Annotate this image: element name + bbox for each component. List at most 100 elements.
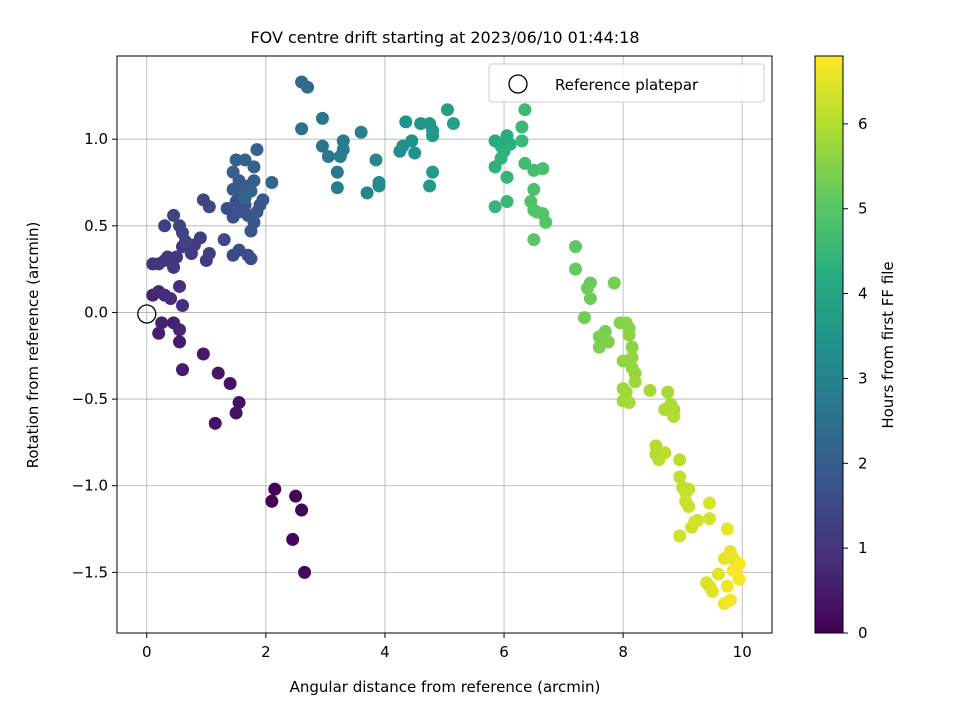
scatter-point bbox=[569, 240, 582, 254]
scatter-point bbox=[265, 494, 279, 508]
scatter-point bbox=[720, 522, 734, 536]
scatter-point bbox=[167, 260, 181, 274]
scatter-point bbox=[601, 335, 615, 349]
scatter-point bbox=[226, 165, 240, 179]
scatter-point bbox=[622, 328, 636, 342]
reference-platepar-marker bbox=[137, 304, 157, 324]
x-axis-label: Angular distance from reference (arcmin) bbox=[290, 678, 601, 696]
scatter-point bbox=[330, 165, 344, 179]
scatter-point bbox=[167, 208, 181, 222]
scatter-point bbox=[446, 117, 460, 131]
x-tick-label: 4 bbox=[380, 643, 390, 661]
scatter-point bbox=[726, 564, 740, 578]
scatter-point bbox=[569, 262, 582, 276]
y-tick-label: 1.0 bbox=[84, 130, 108, 148]
colorbar bbox=[814, 55, 844, 634]
scatter-point bbox=[518, 103, 532, 117]
plot-frame bbox=[116, 55, 773, 634]
legend-marker bbox=[508, 74, 528, 94]
scatter-point bbox=[536, 162, 550, 176]
scatter-point bbox=[426, 129, 440, 143]
scatter-point bbox=[372, 175, 386, 189]
scatter-point bbox=[408, 146, 422, 160]
scatter-point bbox=[500, 195, 514, 209]
scatter-point bbox=[161, 250, 175, 264]
scatter-point bbox=[405, 134, 419, 148]
scatter-point bbox=[494, 151, 508, 165]
scatter-point bbox=[315, 139, 329, 153]
scatter-point bbox=[515, 134, 529, 148]
y-axis-ticks: −1.5 −1.0 −0.5 0.0 0.5 1.0 bbox=[72, 130, 117, 581]
scatter-point bbox=[682, 482, 696, 496]
scatter-point bbox=[723, 593, 737, 607]
scatter-point bbox=[661, 385, 675, 399]
scatter-point bbox=[500, 170, 514, 184]
scatter-point bbox=[628, 375, 642, 389]
scatter-point bbox=[208, 416, 222, 430]
scatter-point bbox=[399, 115, 413, 129]
legend: Reference platepar bbox=[488, 63, 765, 103]
scatter-point bbox=[170, 250, 184, 264]
scatter-point bbox=[229, 406, 243, 420]
colorbar-label: Hours from first FF file bbox=[879, 261, 897, 428]
scatter-point bbox=[244, 252, 258, 266]
scatter-point bbox=[301, 80, 315, 94]
colorbar-tick-label: 3 bbox=[858, 369, 868, 387]
scatter-point bbox=[336, 134, 350, 148]
x-tick-label: 0 bbox=[142, 643, 152, 661]
scatter-point bbox=[691, 513, 705, 527]
scatter-point bbox=[256, 193, 270, 207]
scatter-point bbox=[682, 500, 696, 514]
colorbar-tick-label: 0 bbox=[858, 624, 868, 642]
scatter-point bbox=[643, 383, 657, 397]
scatter-point bbox=[155, 316, 169, 330]
scatter-point bbox=[315, 111, 329, 125]
scatter-point bbox=[527, 233, 541, 247]
colorbar-tick-label: 6 bbox=[858, 115, 868, 133]
scatter-point bbox=[173, 335, 187, 349]
scatter-point bbox=[229, 153, 243, 167]
colorbar-tick-label: 5 bbox=[858, 200, 868, 218]
scatter-point bbox=[295, 503, 309, 517]
scatter-point bbox=[673, 453, 687, 467]
scatter-point bbox=[250, 143, 264, 157]
scatter-point bbox=[217, 233, 231, 247]
scatter-point bbox=[330, 181, 344, 195]
scatter-point bbox=[360, 186, 374, 200]
y-tick-label: −1.5 bbox=[72, 563, 108, 581]
scatter-point bbox=[607, 276, 621, 290]
colorbar-tick-label: 2 bbox=[858, 454, 868, 472]
scatter-point bbox=[515, 120, 529, 134]
scatter-point bbox=[247, 174, 261, 188]
scatter-point bbox=[539, 215, 553, 229]
y-tick-label: −1.0 bbox=[72, 477, 108, 495]
scatter-point bbox=[705, 584, 719, 598]
scatter-point bbox=[702, 512, 716, 526]
y-tick-label: 0.5 bbox=[84, 217, 108, 235]
scatter-point bbox=[238, 191, 252, 205]
scatter-point bbox=[202, 200, 216, 214]
scatter-point bbox=[423, 179, 437, 193]
scatter-point bbox=[295, 122, 309, 136]
scatter-point bbox=[414, 117, 428, 131]
scatter-point bbox=[527, 182, 541, 196]
colorbar-ticks: 0 1 2 3 4 5 6 bbox=[843, 115, 868, 642]
scatter-point bbox=[247, 160, 261, 174]
x-tick-label: 6 bbox=[499, 643, 509, 661]
scatter-point bbox=[173, 323, 187, 337]
legend-label: Reference platepar bbox=[555, 76, 699, 94]
scatter-point bbox=[667, 409, 681, 423]
colorbar-tick-label: 4 bbox=[858, 285, 868, 303]
scatter-point bbox=[321, 149, 335, 163]
scatter-point bbox=[193, 231, 207, 245]
scatter-point bbox=[265, 175, 279, 189]
scatter-point bbox=[711, 567, 725, 581]
scatter-point bbox=[583, 292, 597, 306]
scatter-point bbox=[625, 340, 639, 354]
scatter-point bbox=[720, 579, 734, 593]
scatter-point bbox=[196, 347, 210, 361]
grid-lines bbox=[117, 56, 772, 633]
y-axis-label: Rotation from reference (arcmin) bbox=[24, 222, 42, 469]
scatter-point bbox=[354, 125, 368, 139]
scatter-point bbox=[289, 489, 303, 503]
